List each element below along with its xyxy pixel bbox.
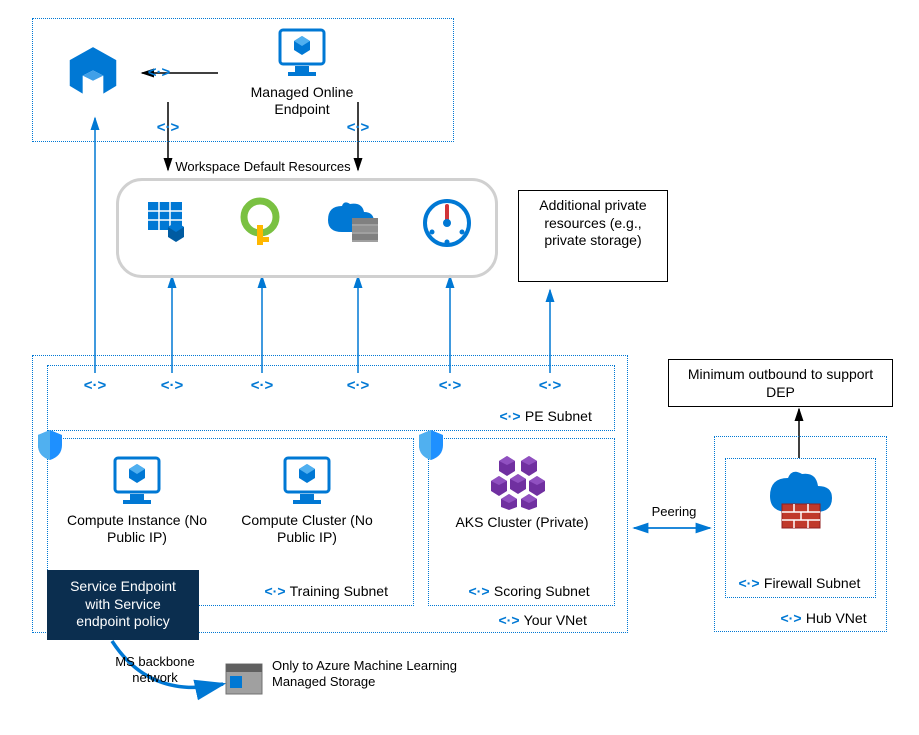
pe-glyph-r1: <·> [84,376,106,401]
diagram-canvas: <·> Managed Online Endpoint <·> <·> Work… [0,0,919,735]
service-endpoint-box: Service Endpoint with Service endpoint p… [47,570,199,640]
svg-text:<·>: <·> [251,377,273,394]
additional-resources-text: Additional private resources (e.g., priv… [539,197,646,248]
svg-text:<·>: <·> [161,377,183,394]
compute-instance-node: Compute Instance (No Public IP) [62,454,212,546]
pe-subnet-label: <·> PE Subnet [499,408,592,425]
container-registry-icon [324,196,384,255]
svg-text:<·>: <·> [499,409,520,424]
managed-endpoint-node: Managed Online Endpoint [222,26,382,118]
svg-text:<·>: <·> [264,584,285,599]
svg-text:<·>: <·> [347,377,369,394]
aks-cluster-node: AKS Cluster (Private) [452,452,592,531]
pe-glyph-r3: <·> [251,376,273,401]
workspace-resources-label: Workspace Default Resources [163,159,363,175]
pe-glyph-top-1: <·> [148,63,170,88]
firewall-icon [762,466,838,537]
svg-text:<·>: <·> [738,576,759,591]
aks-cluster-label: AKS Cluster (Private) [452,514,592,531]
svg-text:<·>: <·> [498,613,519,628]
pe-glyph-r6: <·> [539,376,561,401]
ml-storage-label: Only to Azure Machine Learning Managed S… [272,658,462,689]
dep-outbound-text: Minimum outbound to support DEP [688,366,873,400]
compute-cluster-node: Compute Cluster (No Public IP) [232,454,382,546]
ms-backbone-label: MS backbone network [100,654,210,685]
compute-instance-label: Compute Instance (No Public IP) [62,512,212,546]
ml-storage-icon [222,660,266,703]
your-vnet-label: <·> Your VNet [498,612,587,629]
pe-glyph-top-3: <·> [347,118,369,143]
svg-text:<·>: <·> [84,377,106,394]
shield-scoring-icon [416,428,446,467]
svg-text:<·>: <·> [347,119,369,136]
pe-glyph-top-2: <·> [157,118,179,143]
hub-vnet-label: <·> Hub VNet [780,610,867,627]
app-insights-icon [420,196,474,255]
scoring-subnet-label: <·> Scoring Subnet [468,583,590,600]
storage-icon [142,196,198,255]
svg-text:<·>: <·> [780,611,801,626]
dep-outbound-box: Minimum outbound to support DEP [668,359,893,407]
pe-glyph-r4: <·> [347,376,369,401]
svg-text:<·>: <·> [539,377,561,394]
additional-resources-box: Additional private resources (e.g., priv… [518,190,668,282]
keyvault-icon [234,196,286,255]
compute-cluster-label: Compute Cluster (No Public IP) [232,512,382,546]
firewall-subnet-label: <·> Firewall Subnet [738,575,860,592]
pe-glyph-r2: <·> [161,376,183,401]
svg-text:<·>: <·> [157,119,179,136]
pe-glyph-r5: <·> [439,376,461,401]
shield-training-icon [35,428,65,467]
azure-ml-icon [62,42,124,109]
peering-label: Peering [644,504,704,520]
svg-text:<·>: <·> [439,377,461,394]
svg-text:<·>: <·> [468,584,489,599]
managed-endpoint-label: Managed Online Endpoint [222,84,382,118]
training-subnet-label: <·> Training Subnet [264,583,388,600]
service-endpoint-text: Service Endpoint with Service endpoint p… [70,578,176,629]
svg-text:<·>: <·> [148,64,170,81]
